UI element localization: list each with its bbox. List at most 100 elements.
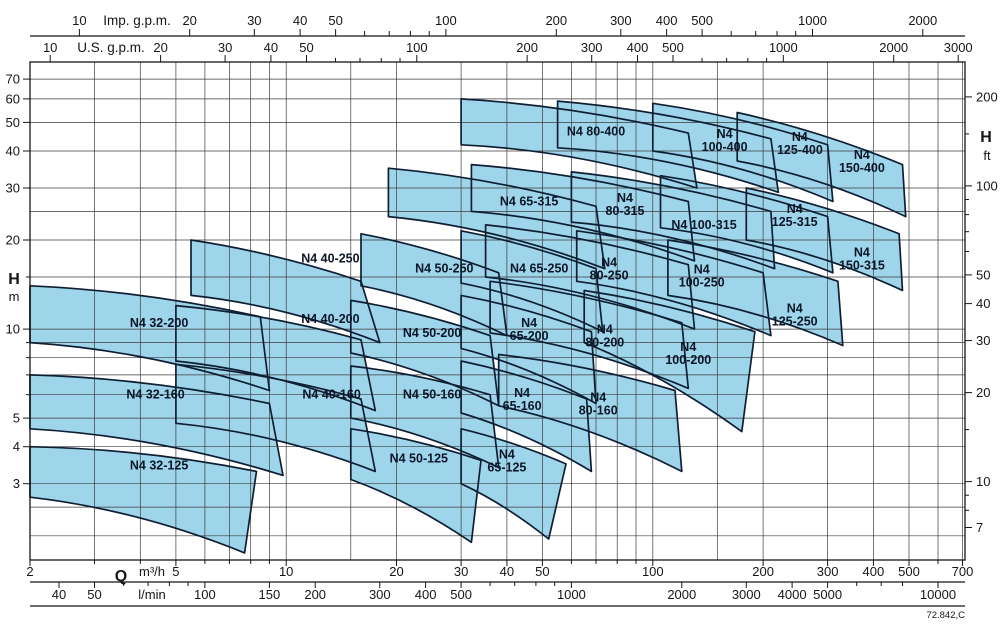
tick-label-lmin: 10000 bbox=[920, 587, 956, 602]
pump-label-n4-40-200: N4 40-200 bbox=[301, 312, 359, 326]
pump-label-n4-65-125: 65-125 bbox=[487, 460, 526, 474]
tick-label-imp-gpm: 300 bbox=[610, 13, 632, 28]
tick-label-m3h: 100 bbox=[642, 564, 664, 579]
pump-label-n4-65-160: N4 bbox=[514, 386, 530, 400]
tick-label-h-m: 3 bbox=[13, 476, 20, 491]
pump-label-n4-65-125: N4 bbox=[499, 447, 515, 461]
pump-region-n4-32-125 bbox=[30, 446, 257, 553]
pump-region-outline-n4-100-400 bbox=[556, 100, 780, 194]
tick-label-us-gpm: 400 bbox=[627, 40, 649, 55]
axis-unit-h-ft: ft bbox=[983, 148, 991, 163]
pump-region-outline-n4-50-160 bbox=[349, 365, 500, 469]
tick-label-us-gpm: 30 bbox=[218, 40, 232, 55]
drawing-reference: 72.842,C bbox=[926, 610, 965, 621]
pump-region-outline-n4-40-200 bbox=[175, 304, 377, 412]
tick-label-imp-gpm: 100 bbox=[435, 13, 457, 28]
tick-label-m3h: 10 bbox=[279, 564, 293, 579]
pump-region-outline-n4-80-400 bbox=[460, 98, 698, 189]
tick-label-h-ft: 50 bbox=[976, 267, 990, 282]
pump-region-outline-n4-65-125 bbox=[460, 427, 567, 540]
axis-symbol-q: Q bbox=[115, 568, 127, 585]
tick-label-m3h: 500 bbox=[898, 564, 920, 579]
tick-label-h-m: 5 bbox=[13, 411, 20, 426]
pump-label-n4-80-200: 80-200 bbox=[585, 336, 624, 350]
tick-label-h-m: 60 bbox=[6, 91, 20, 106]
tick-label-h-m: 70 bbox=[6, 72, 20, 87]
pump-label-n4-80-250: N4 bbox=[601, 256, 617, 270]
pump-region-outline-n4-50-125 bbox=[349, 427, 482, 544]
pump-label-n4-150-400: N4 bbox=[854, 148, 870, 162]
tick-label-lmin: 3000 bbox=[732, 587, 761, 602]
tick-label-imp-gpm: 500 bbox=[691, 13, 713, 28]
tick-label-lmin: 150 bbox=[259, 587, 281, 602]
pump-label-n4-50-125: N4 50-125 bbox=[390, 452, 448, 466]
tick-label-us-gpm: 3000 bbox=[944, 40, 973, 55]
pump-label-n4-40-250: N4 40-250 bbox=[301, 252, 359, 266]
pump-label-n4-150-315: N4 bbox=[854, 246, 870, 260]
tick-label-h-m: 20 bbox=[6, 233, 20, 248]
pump-region-n4-125-250 bbox=[667, 240, 843, 346]
axis-unit-m3h: m³/h bbox=[139, 564, 165, 579]
pump-region-outline-n4-65-200 bbox=[460, 294, 597, 405]
tick-label-h-ft: 10 bbox=[976, 474, 990, 489]
pump-region-outline-n4-40-160 bbox=[175, 363, 377, 473]
pump-regions-outline bbox=[29, 98, 907, 554]
tick-label-lmin: 500 bbox=[450, 587, 472, 602]
pump-region-outline-n4-65-250 bbox=[460, 229, 604, 333]
tick-label-lmin: 300 bbox=[369, 587, 391, 602]
pump-label-n4-32-200: N4 32-200 bbox=[130, 316, 188, 330]
pump-region-outline-n4-150-400 bbox=[736, 111, 907, 218]
tick-label-us-gpm: 500 bbox=[662, 40, 684, 55]
tick-label-lmin: 40 bbox=[52, 587, 66, 602]
tick-label-m3h: 700 bbox=[952, 564, 974, 579]
tick-label-imp-gpm: 50 bbox=[328, 13, 342, 28]
tick-label-m3h: 300 bbox=[817, 564, 839, 579]
pump-region-outline-n4-65-315 bbox=[387, 167, 606, 270]
pump-label-n4-32-160: N4 32-160 bbox=[126, 388, 184, 402]
tick-label-h-m: 50 bbox=[6, 115, 20, 130]
tick-label-m3h: 50 bbox=[535, 564, 549, 579]
pump-label-n4-100-200: 100-200 bbox=[665, 353, 711, 367]
tick-label-m3h: 5 bbox=[172, 564, 179, 579]
pump-label-n4-65-315: N4 65-315 bbox=[500, 195, 558, 209]
pump-region-outline-n4-32-200 bbox=[29, 284, 271, 392]
pump-label-n4-80-160: N4 bbox=[590, 391, 606, 405]
pump-label-n4-80-250: 80-250 bbox=[590, 269, 629, 283]
pump-label-n4-65-160: 65-160 bbox=[503, 399, 542, 413]
pump-label-n4-125-400: N4 bbox=[792, 130, 808, 144]
pump-label-n4-32-125: N4 32-125 bbox=[130, 459, 188, 473]
pump-region-n4-100-200 bbox=[584, 290, 755, 432]
pump-region-outline-n4-80-315 bbox=[470, 163, 696, 262]
pump-label-n4-80-160: 80-160 bbox=[579, 404, 618, 418]
pump-region-outline-n4-100-200 bbox=[583, 289, 756, 433]
tick-label-lmin: 1000 bbox=[557, 587, 586, 602]
pump-label-n4-80-400: N4 80-400 bbox=[567, 125, 625, 139]
tick-label-m3h: 2 bbox=[26, 564, 33, 579]
axis-symbol-h-right: H bbox=[980, 129, 992, 146]
tick-label-lmin: 5000 bbox=[813, 587, 842, 602]
axis-unit-imp-gpm: Imp. g.p.m. bbox=[103, 13, 171, 28]
pump-region-outline-n4-80-250 bbox=[484, 224, 696, 330]
pump-label-n4-80-315: N4 bbox=[617, 191, 633, 205]
pump-region-outline-n4-32-160 bbox=[29, 374, 284, 477]
tick-label-us-gpm: 20 bbox=[153, 40, 167, 55]
tick-label-h-ft: 20 bbox=[976, 385, 990, 400]
tick-label-h-m: 4 bbox=[13, 439, 20, 454]
tick-label-h-ft: 200 bbox=[976, 89, 998, 104]
pump-region-n4-50-125 bbox=[350, 428, 481, 543]
tick-label-us-gpm: 300 bbox=[581, 40, 603, 55]
tick-label-lmin: 4000 bbox=[778, 587, 807, 602]
tick-label-lmin: 2000 bbox=[667, 587, 696, 602]
pump-region-outline-n4-125-400 bbox=[651, 102, 834, 203]
axis-symbol-h-left: H bbox=[8, 271, 20, 288]
pump-label-n4-50-250: N4 50-250 bbox=[415, 262, 473, 276]
pump-label-n4-80-315: 80-315 bbox=[606, 204, 645, 218]
tick-label-imp-gpm: 400 bbox=[656, 13, 678, 28]
axis-unit-us-gpm: U.S. g.p.m. bbox=[77, 40, 145, 55]
tick-label-us-gpm: 1000 bbox=[769, 40, 798, 55]
tick-label-imp-gpm: 30 bbox=[247, 13, 261, 28]
plot-frame bbox=[29, 61, 966, 561]
tick-label-us-gpm: 40 bbox=[264, 40, 278, 55]
tick-label-h-ft: 40 bbox=[976, 296, 990, 311]
